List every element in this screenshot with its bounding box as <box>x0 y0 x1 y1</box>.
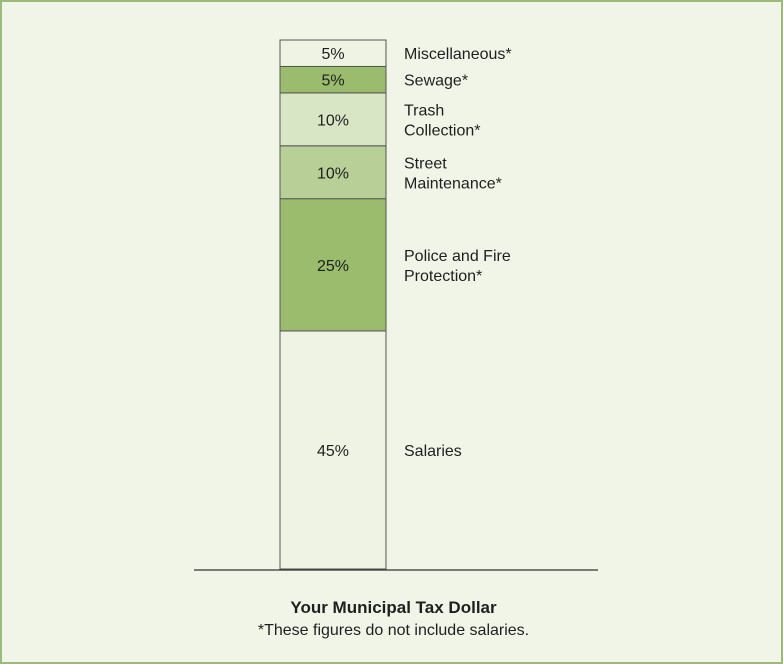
value-label-trash-collection: 10% <box>317 112 349 129</box>
category-label-trash-collection: Trash Collection* <box>404 102 480 139</box>
category-label-sewage: Sewage* <box>404 73 468 90</box>
chart-footnote: *These figures do not include salaries. <box>257 622 530 639</box>
bar-segment-trash-collection <box>279 92 387 147</box>
bar-segment-miscellaneous <box>279 39 387 67</box>
category-label-miscellaneous: Miscellaneous* <box>404 46 512 63</box>
value-label-police-and-fire-protection: 25% <box>317 258 349 275</box>
bar-segment-sewage <box>279 65 387 94</box>
value-label-salaries: 45% <box>317 443 349 460</box>
bar-segment-police-and-fire-protection <box>279 198 387 332</box>
category-label-salaries: Salaries <box>404 443 462 460</box>
value-label-sewage: 5% <box>321 73 344 90</box>
bar-segment-salaries <box>279 330 387 570</box>
category-label-police-and-fire-protection: Police and Fire Protection* <box>404 248 511 285</box>
value-label-miscellaneous: 5% <box>321 46 344 63</box>
category-label-street-maintenance: Street Maintenance* <box>404 155 502 192</box>
chart-title: Your Municipal Tax Dollar <box>290 598 497 617</box>
value-label-street-maintenance: 10% <box>317 165 349 182</box>
